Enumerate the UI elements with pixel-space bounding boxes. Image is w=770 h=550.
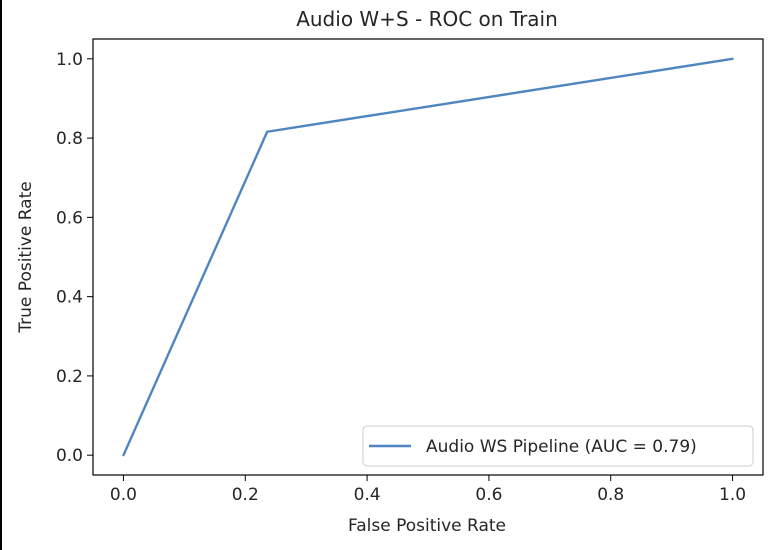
y-tick-label: 1.0 — [56, 50, 83, 70]
series-layer — [122, 57, 734, 457]
legend-label-audio-ws-pipeline: Audio WS Pipeline (AUC = 0.79) — [426, 437, 697, 457]
y-tick-label: 0.6 — [56, 208, 83, 228]
x-tick-label: 0.2 — [232, 485, 259, 505]
plot-area — [92, 38, 764, 476]
y-tick-label: 0.8 — [56, 129, 83, 149]
x-tick-label: 0.8 — [597, 485, 624, 505]
x-axis-ticks: 0.0 0.2 0.4 0.6 0.8 1.0 — [110, 475, 746, 505]
y-axis-label: True Positive Rate — [16, 181, 36, 333]
y-tick-label: 0.4 — [56, 288, 83, 308]
x-tick-label: 0.0 — [110, 485, 137, 505]
x-tick-label: 0.6 — [475, 485, 502, 505]
x-tick-label: 1.0 — [719, 485, 746, 505]
legend: Audio WS Pipeline (AUC = 0.79) — [362, 425, 754, 467]
y-tick-label: 0.2 — [56, 367, 83, 387]
y-tick-label: 0.0 — [56, 446, 83, 466]
legend-box — [362, 425, 754, 467]
roc-curve-line — [122, 57, 734, 457]
x-tick-label: 0.4 — [354, 485, 381, 505]
chart-title: Audio W+S - ROC on Train — [296, 7, 558, 31]
x-axis-label: False Positive Rate — [348, 516, 506, 536]
y-axis-ticks: 0.0 0.2 0.4 0.6 0.8 1.0 — [56, 50, 93, 466]
